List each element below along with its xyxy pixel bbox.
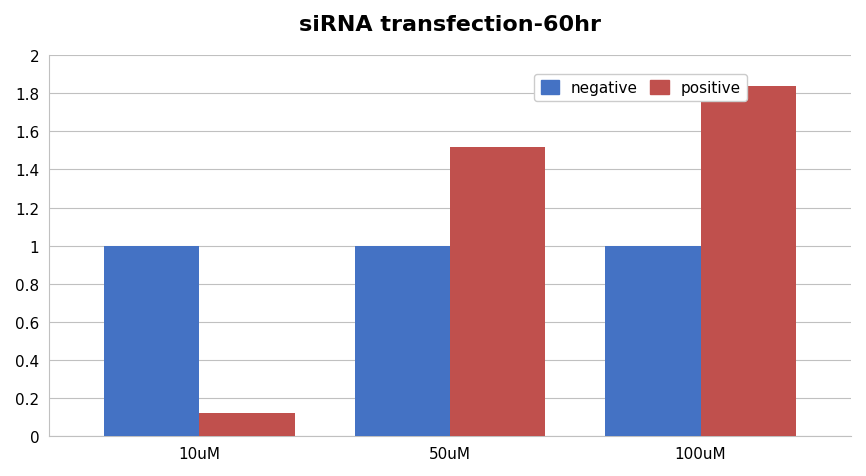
Bar	[605, 246, 701, 436]
Bar	[355, 246, 450, 436]
Legend: negative, positive: negative, positive	[534, 75, 747, 102]
Title: siRNA transfection-60hr: siRNA transfection-60hr	[299, 15, 601, 35]
Bar	[104, 246, 199, 436]
Bar	[199, 414, 294, 436]
Bar	[450, 147, 546, 436]
Bar	[701, 86, 796, 436]
